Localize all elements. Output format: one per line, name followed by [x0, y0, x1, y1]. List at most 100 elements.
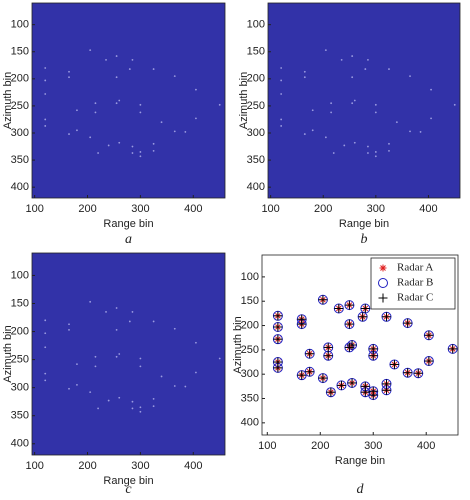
bright-pixel — [68, 76, 70, 79]
legend-label: Radar A — [397, 262, 433, 274]
bright-pixel — [324, 49, 327, 52]
panel-caption: a — [125, 232, 132, 247]
bright-pixel — [160, 121, 163, 124]
bright-pixel — [97, 407, 99, 410]
y-tick-label: 200 — [11, 73, 29, 85]
bright-pixel — [340, 58, 343, 61]
bright-pixel — [118, 141, 121, 144]
bright-pixel — [97, 152, 99, 154]
x-tick-label: 300 — [367, 203, 385, 215]
bright-pixel — [44, 319, 47, 322]
bright-pixel — [367, 145, 369, 148]
x-tick-label: 200 — [78, 203, 96, 215]
bright-pixel — [118, 353, 121, 355]
bright-pixel — [68, 387, 70, 390]
point — [305, 367, 315, 377]
x-tick-label: 200 — [314, 203, 332, 215]
y-tick-label: 100 — [11, 19, 29, 31]
bright-pixel — [44, 125, 47, 127]
bright-pixel — [44, 79, 47, 82]
bright-pixel — [374, 155, 377, 158]
y-tick-label: 400 — [241, 417, 259, 429]
point — [273, 311, 283, 321]
bright-pixel — [453, 103, 456, 106]
x-tick-label: 400 — [184, 203, 202, 215]
point — [336, 380, 346, 390]
point — [424, 330, 434, 340]
bright-pixel — [353, 99, 356, 102]
bright-pixel — [76, 383, 78, 386]
bright-pixel — [76, 129, 78, 132]
bright-pixel — [76, 363, 78, 365]
bright-pixel — [367, 58, 369, 61]
point — [368, 390, 378, 400]
bright-pixel — [44, 67, 47, 69]
point — [360, 304, 370, 314]
bright-pixel — [152, 397, 155, 400]
bright-pixel — [139, 410, 142, 413]
y-axis-label: Azimuth bin — [2, 72, 14, 129]
bright-pixel — [332, 152, 335, 154]
legend-label: Radar C — [397, 292, 433, 304]
bright-pixel — [218, 103, 221, 106]
bright-pixel — [311, 129, 314, 132]
x-tick-label: 100 — [25, 460, 43, 472]
point — [413, 368, 423, 378]
x-tick-label: 300 — [364, 440, 382, 452]
y-axis-label: Azimuth bin — [2, 325, 14, 382]
y-tick-label: 400 — [11, 181, 29, 193]
bright-pixel — [173, 327, 176, 330]
point — [360, 387, 370, 397]
bright-pixel — [160, 375, 163, 378]
y-axis-label: Azimuth bin — [238, 72, 250, 129]
bright-pixel — [139, 111, 142, 114]
bright-pixel — [280, 79, 283, 82]
bright-pixel — [218, 357, 221, 360]
bright-pixel — [94, 102, 97, 105]
y-tick-label: 300 — [11, 382, 29, 394]
bright-pixel — [44, 346, 47, 349]
bright-pixel — [330, 111, 333, 114]
bright-pixel — [280, 67, 283, 69]
bright-pixel — [68, 133, 70, 135]
bright-pixel — [68, 323, 70, 326]
point — [347, 340, 357, 350]
bright-pixel — [139, 406, 142, 409]
y-tick-label: 150 — [247, 46, 265, 58]
panel-caption: c — [125, 482, 132, 497]
point — [358, 312, 368, 322]
bright-pixel — [311, 109, 314, 112]
bright-pixel — [184, 385, 187, 388]
legend-label: Radar B — [397, 277, 433, 289]
bright-pixel — [430, 117, 432, 120]
bright-pixel — [139, 151, 142, 153]
bright-pixel — [68, 70, 70, 73]
bright-pixel — [94, 365, 97, 368]
bright-pixel — [89, 300, 92, 303]
bright-pixel — [44, 118, 47, 121]
y-tick-label: 350 — [241, 392, 259, 404]
bright-pixel — [139, 103, 142, 106]
bright-pixel — [409, 75, 411, 78]
point — [368, 351, 378, 361]
bright-pixel — [115, 328, 118, 331]
bright-pixel — [173, 130, 176, 133]
y-tick-label: 300 — [241, 368, 259, 380]
point — [297, 370, 307, 380]
bright-pixel — [395, 121, 398, 124]
bright-pixel — [195, 371, 197, 374]
bright-pixel — [131, 58, 134, 61]
bright-pixel — [419, 131, 422, 133]
bright-pixel — [303, 133, 306, 135]
bright-pixel — [430, 88, 432, 91]
point — [323, 342, 333, 352]
bright-pixel — [195, 341, 197, 344]
bright-pixel — [343, 144, 346, 147]
point — [381, 312, 391, 322]
bright-pixel — [367, 152, 369, 154]
bright-pixel — [195, 117, 197, 120]
plot-area — [31, 2, 226, 199]
bright-pixel — [115, 102, 118, 105]
bright-pixel — [44, 93, 47, 95]
bright-pixel — [351, 76, 354, 79]
